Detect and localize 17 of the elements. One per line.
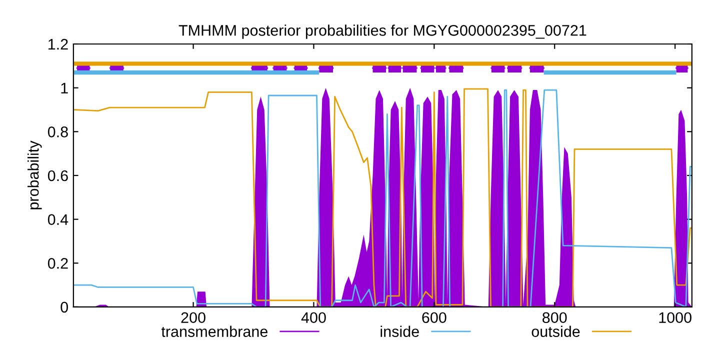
y-tick-label: 0.4	[48, 214, 68, 225]
legend-label: outside	[532, 326, 580, 337]
x-tick-label: 1000	[659, 312, 692, 324]
x-tick-label: 200	[181, 312, 206, 324]
legend-label: transmembrane	[161, 326, 268, 337]
y-axis-title: probability	[28, 140, 42, 210]
x-tick-label: 600	[422, 312, 446, 324]
x-tick-label: 400	[301, 312, 326, 324]
y-tick-label: 0.8	[48, 126, 68, 138]
y-tick-label: 0.2	[48, 258, 68, 269]
y-tick-label: 0.6	[48, 170, 68, 182]
x-tick-label: 800	[542, 312, 567, 324]
y-tick-label: 1.2	[48, 38, 68, 50]
chart-title: TMHMM posterior probabilities for MGYG000002395_00721	[178, 24, 586, 39]
y-tick-label: 1	[61, 82, 68, 94]
legend-label: inside	[380, 326, 419, 337]
y-tick-label: 0	[60, 302, 68, 313]
